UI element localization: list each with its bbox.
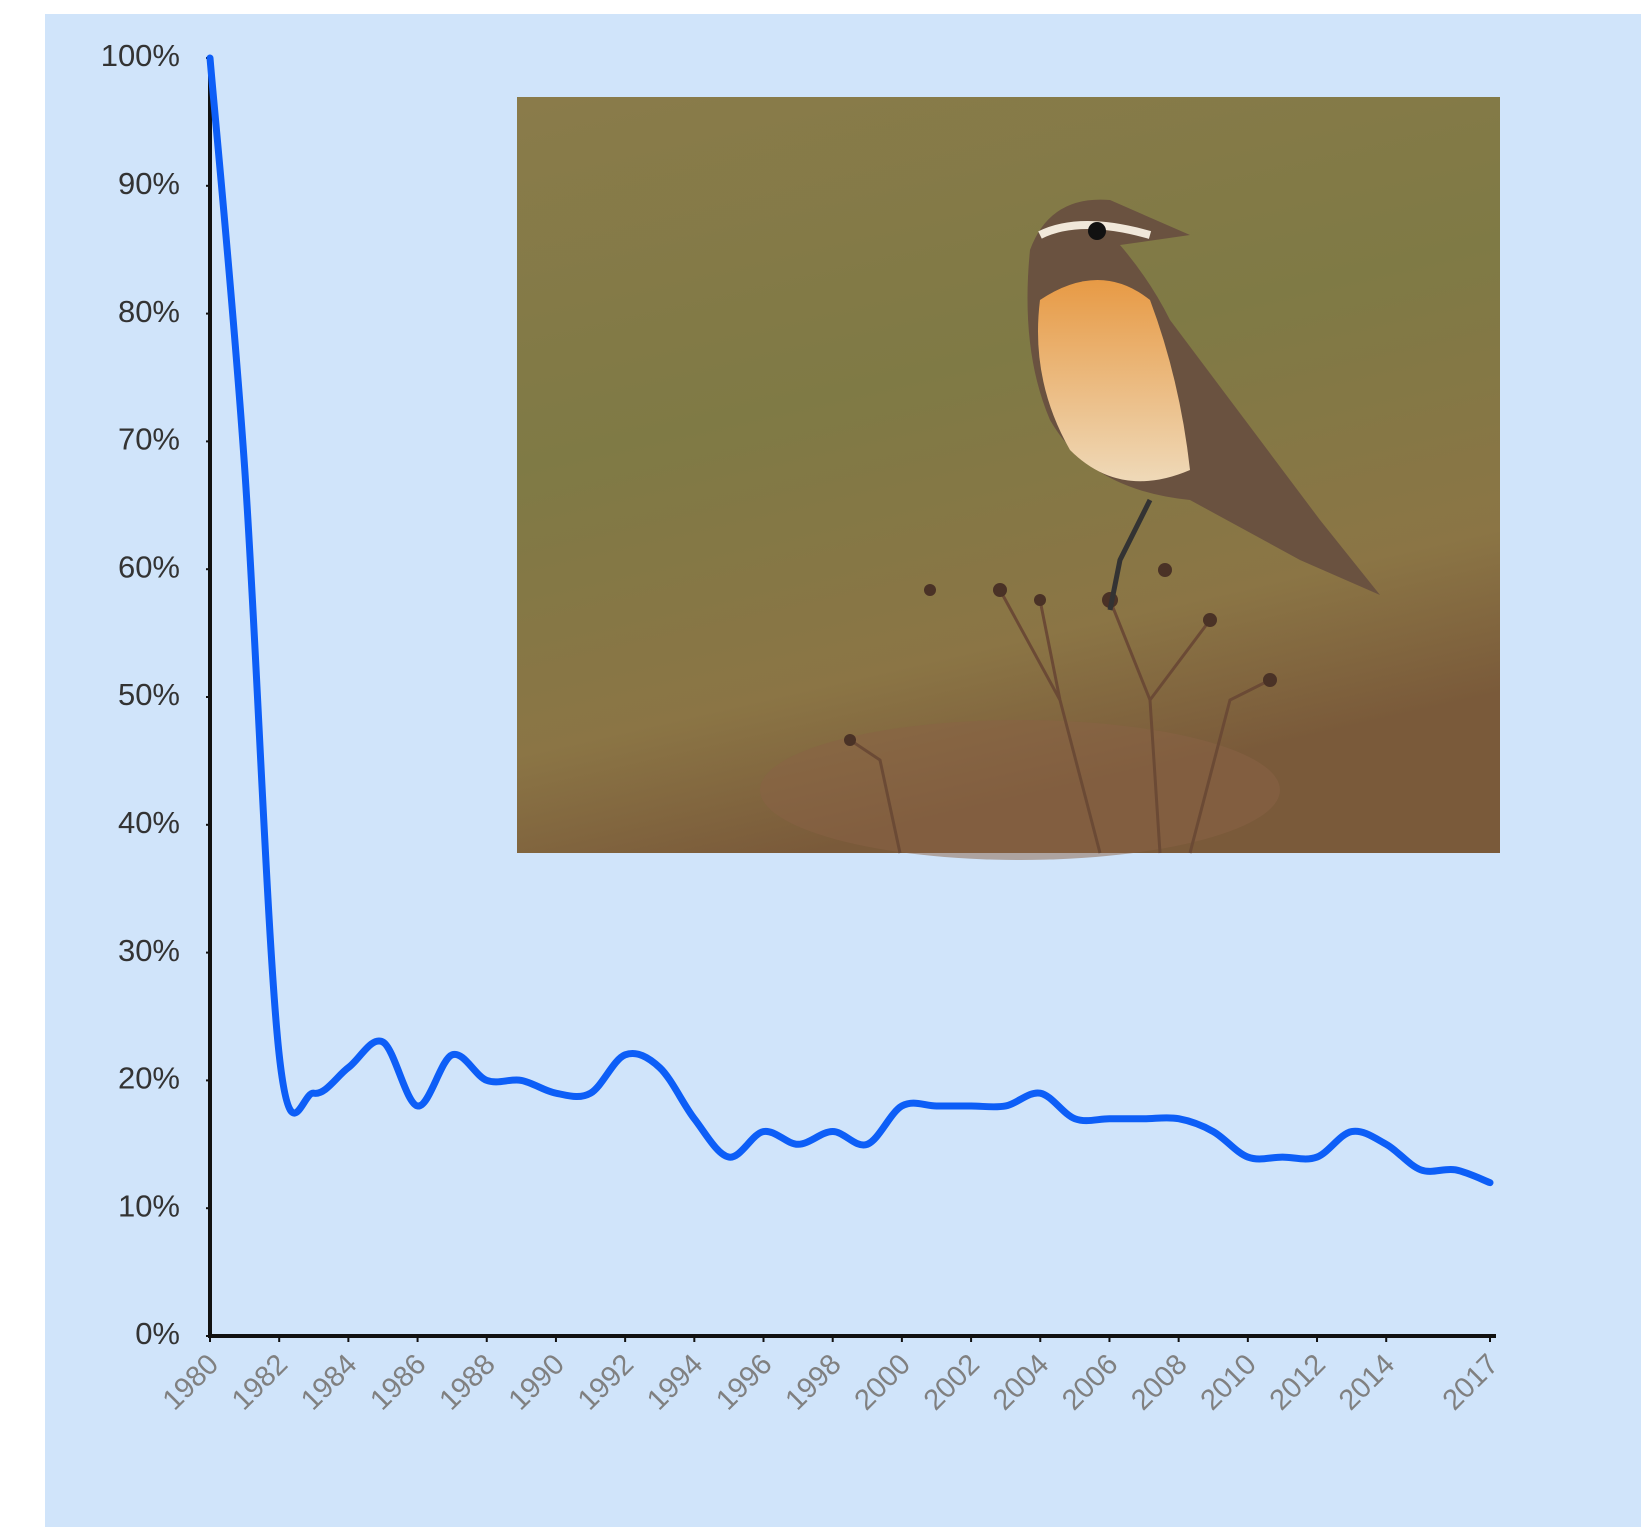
photo [517, 97, 1500, 860]
y-tick-label: 60% [118, 549, 180, 584]
y-tick-label: 0% [135, 1316, 180, 1351]
y-tick-label: 10% [118, 1188, 180, 1223]
page: {"chart_data": { "type": "line", "x": [1… [0, 0, 1641, 1527]
y-tick-label: 30% [118, 933, 180, 968]
chart: 0%10%20%30%40%50%60%70%80%90%100%1980198… [0, 0, 1641, 1527]
y-tick-label: 50% [118, 677, 180, 712]
y-tick-label: 80% [118, 294, 180, 329]
y-tick-label: 70% [118, 422, 180, 457]
y-tick-label: 90% [118, 166, 180, 201]
y-tick-label: 20% [118, 1061, 180, 1096]
y-tick-label: 100% [101, 38, 180, 73]
y-tick-label: 40% [118, 805, 180, 840]
